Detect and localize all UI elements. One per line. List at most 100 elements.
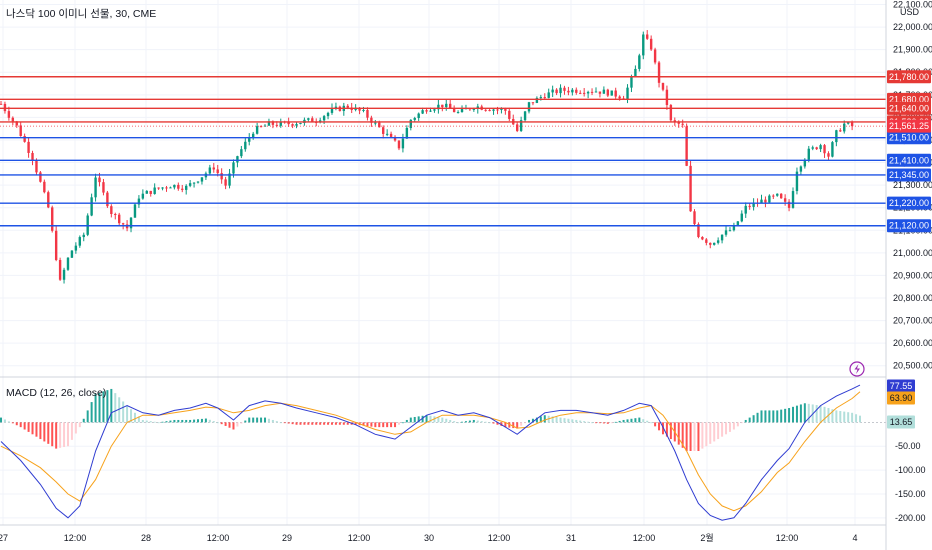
- currency-label[interactable]: USD: [900, 7, 920, 17]
- macd-histogram-bar: [114, 393, 117, 423]
- macd-histogram-bar: [130, 409, 133, 423]
- macd-histogram-bar: [366, 422, 369, 427]
- macd-histogram-bar: [244, 420, 247, 423]
- macd-histogram-bar: [307, 422, 310, 425]
- candle-body: [267, 121, 271, 126]
- candle-body: [626, 87, 629, 100]
- candle-body: [334, 106, 338, 109]
- candle-body: [610, 90, 613, 96]
- macd-histogram-bar: [63, 422, 66, 448]
- candle-body: [807, 148, 810, 160]
- price-tick-label: 21,000.00: [893, 248, 932, 258]
- macd-histogram-bar: [555, 416, 558, 423]
- candle-body: [760, 199, 763, 204]
- grid: [0, 0, 886, 525]
- candle-body: [618, 96, 621, 99]
- macd-histogram-bar: [756, 412, 759, 423]
- macd-histogram-bar: [531, 418, 534, 423]
- macd-histogram-bar: [843, 411, 846, 423]
- macd-histogram-bar: [27, 422, 30, 432]
- macd-histogram-bar: [374, 422, 377, 428]
- candle-body: [657, 62, 661, 83]
- candle-body: [748, 205, 751, 207]
- candle-body: [263, 125, 267, 127]
- price-pane[interactable]: [0, 30, 886, 284]
- macd-histogram-bar: [792, 406, 795, 423]
- macd-histogram-bar: [94, 393, 97, 423]
- candle-body: [173, 184, 176, 188]
- candle-body: [724, 230, 728, 235]
- time-axis[interactable]: 27 12:00 28 12:00 29 12:00 30 12:00 31 12:00 2월 12:…: [0, 532, 858, 543]
- candle-body: [181, 188, 184, 190]
- macd-histogram-bar: [784, 408, 787, 423]
- level-tag-label: 21,680.00: [889, 94, 929, 104]
- candle-body: [208, 167, 212, 174]
- macd-histogram-bar: [342, 422, 345, 425]
- macd-histogram-bar: [488, 422, 491, 424]
- candle-body: [803, 159, 807, 167]
- candle-body: [598, 91, 602, 94]
- macd-histogram-bar: [153, 421, 156, 423]
- macd-histogram-bar: [0, 417, 2, 423]
- candle-body: [456, 112, 460, 114]
- candle-body: [776, 193, 779, 196]
- macd-histogram-bar: [528, 419, 531, 423]
- candle-body: [646, 34, 649, 39]
- candle-body: [531, 102, 535, 104]
- price-tick-label: 20,900.00: [893, 270, 932, 280]
- candle-body: [504, 108, 507, 111]
- macd-histogram-bar: [118, 397, 121, 423]
- macd-histogram-bar: [149, 421, 152, 423]
- price-tick-label: 22,100.00: [893, 0, 932, 10]
- macd-histogram-bar: [303, 422, 306, 425]
- macd-pane[interactable]: [0, 384, 886, 521]
- macd-axis[interactable]: -50.00 -100.00 -150.00 -200.00: [895, 441, 926, 523]
- macd-histogram-bar: [405, 419, 408, 423]
- macd-histogram-bar: [583, 421, 586, 423]
- candle-body: [740, 213, 743, 222]
- candle-body: [51, 207, 54, 231]
- candle-body: [220, 173, 223, 180]
- macd-histogram-bar: [685, 422, 688, 451]
- macd-histogram-bar: [279, 422, 282, 424]
- macd-histogram-bar: [606, 422, 609, 424]
- time-tick-label: 12:00: [207, 533, 230, 543]
- candle-body: [555, 89, 558, 94]
- alert-icon[interactable]: [849, 361, 865, 377]
- candle-body: [843, 123, 846, 132]
- macd-histogram-bar: [204, 418, 207, 423]
- macd-value-tag: [887, 379, 915, 393]
- candle-body: [791, 191, 795, 208]
- candle-body: [551, 89, 554, 93]
- macd-histogram-bar: [200, 418, 203, 423]
- candle-body: [437, 104, 440, 110]
- macd-histogram-bar: [788, 408, 791, 423]
- macd-histogram-bar: [397, 422, 400, 425]
- candle-body: [196, 181, 200, 183]
- candle-body: [94, 177, 97, 198]
- macd-histogram-bar: [839, 411, 842, 423]
- macd-histogram-bar: [421, 415, 424, 423]
- macd-histogram-bar: [433, 416, 436, 423]
- candle-body: [153, 187, 156, 194]
- candle-body: [39, 172, 42, 182]
- macd-histogram-bar: [618, 420, 621, 423]
- macd-histogram-bar: [177, 419, 180, 423]
- macd-histogram-bar: [646, 420, 649, 423]
- candle-body: [311, 118, 314, 122]
- macd-histogram-bar: [705, 422, 708, 447]
- candle-body: [169, 187, 172, 189]
- macd-histogram-bar: [165, 421, 168, 423]
- macd-histogram-bar: [208, 419, 211, 423]
- candle-body: [441, 104, 444, 108]
- macd-histogram-bar: [496, 422, 499, 425]
- time-tick-label: 12:00: [776, 533, 799, 543]
- level-tag-label: 21,780.00: [889, 72, 929, 82]
- candle-body: [318, 120, 322, 123]
- macd-histogram-bar: [823, 406, 826, 423]
- macd-histogram-bar: [457, 422, 460, 424]
- macd-histogram-bar: [70, 422, 73, 440]
- candle-body: [98, 177, 101, 183]
- chart-title: 나스닥 100 이미니 선물, 30, CME: [6, 8, 156, 20]
